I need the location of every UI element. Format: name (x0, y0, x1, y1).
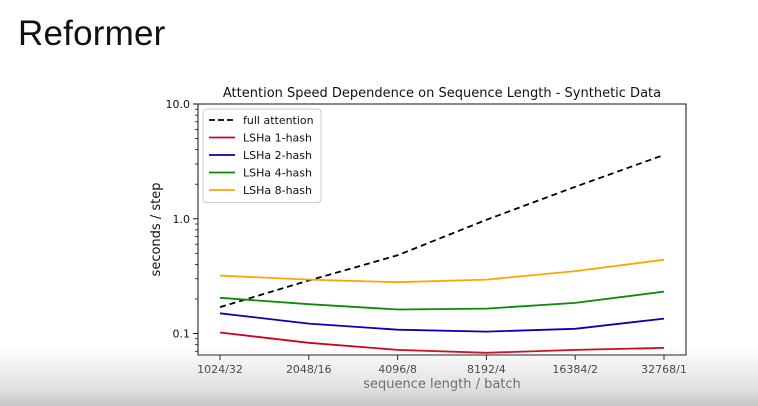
x-tick-label: 32768/1 (641, 363, 687, 376)
legend-label: LSHa 2-hash (243, 149, 312, 162)
series-line-lsha-8-hash (219, 258, 665, 284)
x-tick-label: 8192/4 (467, 363, 506, 376)
x-tick-label: 2048/16 (286, 363, 332, 376)
y-tick-label: 1.0 (173, 213, 191, 226)
x-tick-label: 16384/2 (552, 363, 598, 376)
slide-title: Reformer (18, 14, 166, 53)
series-line-lsha-1-hash (219, 331, 665, 354)
series-line-lsha-2-hash (219, 312, 665, 333)
x-tick-label: 1024/32 (197, 363, 243, 376)
legend-label: full attention (243, 114, 314, 127)
legend-label: LSHa 8-hash (243, 184, 312, 197)
y-tick-label: 10.0 (166, 98, 191, 111)
legend-box (202, 108, 322, 203)
y-axis-label: seconds / step (149, 183, 164, 277)
legend-label: LSHa 1-hash (243, 132, 312, 145)
series-line-lsha-4-hash (219, 290, 665, 311)
legend-label: LSHa 4-hash (243, 167, 312, 180)
series-line-full-attention (219, 154, 665, 308)
y-tick-label: 0.1 (173, 328, 191, 341)
x-tick-label: 4096/8 (378, 363, 417, 376)
x-axis-label: sequence length / batch (363, 377, 521, 392)
chart-title: Attention Speed Dependence on Sequence L… (223, 86, 661, 101)
